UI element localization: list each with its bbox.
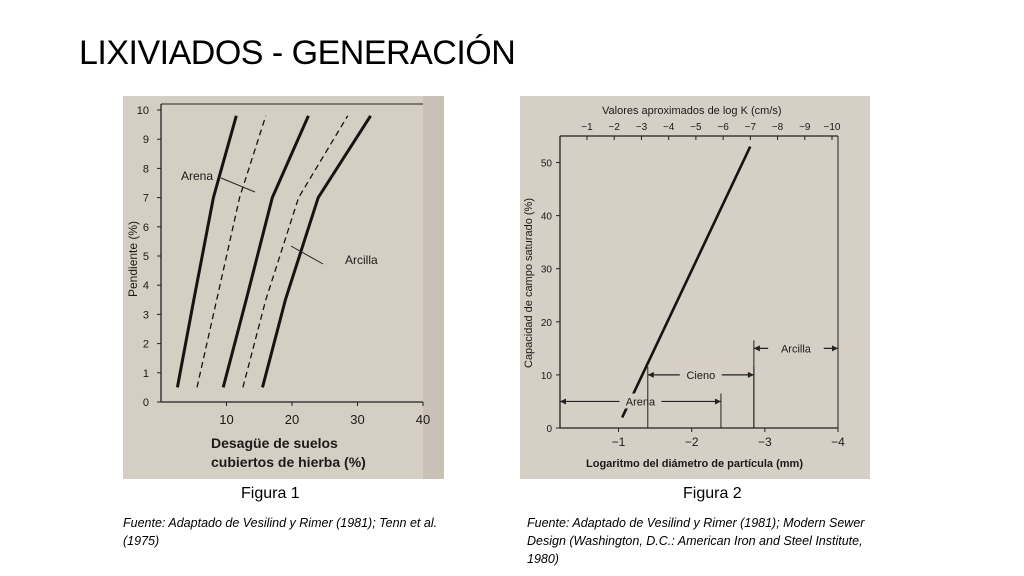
y-axis-label: Capacidad de campo saturado (%) [523,198,535,368]
annotation-arcilla-leader [290,245,324,265]
range-arena-arrow-left [560,398,566,405]
y-tick-label: 10 [137,105,149,117]
range-arcilla-label: Arcilla [781,343,812,355]
top-tick-label: −8 [772,122,784,133]
y-tick-label: 30 [541,265,553,276]
y-tick-label: 10 [541,371,553,382]
range-arena-label: Arena [626,396,656,408]
x-tick-label: −1 [612,435,626,449]
range-arcilla-label-bg [768,340,824,356]
series-line-3 [221,115,310,388]
top-axis-label: Valores aproximados de log K (cm/s) [602,105,782,117]
top-tick-label: −3 [636,122,648,133]
series-line-4 [242,115,349,388]
annotation-arena-leader [220,177,256,193]
y-tick-label: 8 [143,163,149,175]
figure-2-source: Fuente: Adaptado de Vesilind y Rimer (19… [527,516,865,566]
top-tick-label: −2 [609,122,621,133]
series-line-1 [621,146,752,418]
x-tick-label: 30 [350,412,364,427]
range-arena-arrow-right [714,398,721,405]
slide-title: LIXIVIADOS - GENERACIÓN [79,34,516,72]
x-tick-label: 40 [416,412,430,427]
y-tick-label: 2 [143,339,149,351]
y-tick-label: 1 [143,368,149,380]
top-tick-label: −7 [745,122,757,133]
series-line-1 [175,115,238,388]
range-cieno-arrow-left [647,371,654,378]
range-arcilla-arrow-left [753,345,760,352]
top-tick-label: −9 [799,122,811,133]
x-tick-label: −2 [685,435,699,449]
y-tick-label: 6 [143,222,149,234]
top-tick-label: −4 [663,122,675,133]
y-tick-label: 40 [541,212,553,223]
range-cieno-label: Cieno [686,370,715,382]
x-tick-label: −3 [758,435,772,449]
top-tick-label: −6 [717,122,729,133]
y-tick-label: 9 [143,134,149,146]
y-tick-label: 7 [143,193,149,205]
top-tick-label: −5 [690,122,702,133]
y-tick-label: 0 [143,397,149,409]
figure-1-chart: Pendiente (%) Desagüe de suelos cubierto… [123,96,444,479]
y-axis-label: Pendiente (%) [126,221,140,297]
series-line-5 [261,114,372,388]
x-tick-label: −4 [831,435,845,449]
range-cieno-arrow-right [747,371,754,378]
figure-1-caption: Figura 1 [241,485,300,502]
y-tick-label: 50 [541,159,553,170]
range-cieno-label-bg [679,366,722,382]
y-tick-label: 4 [143,280,149,292]
x-tick-label: 10 [219,412,233,427]
x-axis-label-line-2: cubiertos de hierba (%) [211,454,366,470]
series-line-2 [196,115,267,388]
annotation-arcilla: Arcilla [345,253,378,267]
x-tick-label: 20 [285,412,299,427]
annotation-arena: Arena [181,169,213,183]
range-arena-label-bg [619,393,662,409]
top-tick-label: −1 [581,122,593,133]
figure-2-chart: Valores aproximados de log K (cm/s) Capa… [520,96,870,479]
y-tick-label: 3 [143,309,149,321]
x-axis-label-line-1: Desagüe de suelos [211,435,338,451]
y-tick-label: 5 [143,251,149,263]
y-tick-label: 20 [541,318,553,329]
top-tick-label: −10 [824,122,841,133]
y-tick-label: 0 [546,424,552,435]
figure-1-source: Fuente: Adaptado de Vesilind y Rimer (19… [123,516,438,548]
range-arcilla-arrow-right [832,345,838,352]
figure-2-caption: Figura 2 [683,485,742,502]
x-axis-label: Logaritmo del diámetro de partícula (mm) [586,458,803,470]
